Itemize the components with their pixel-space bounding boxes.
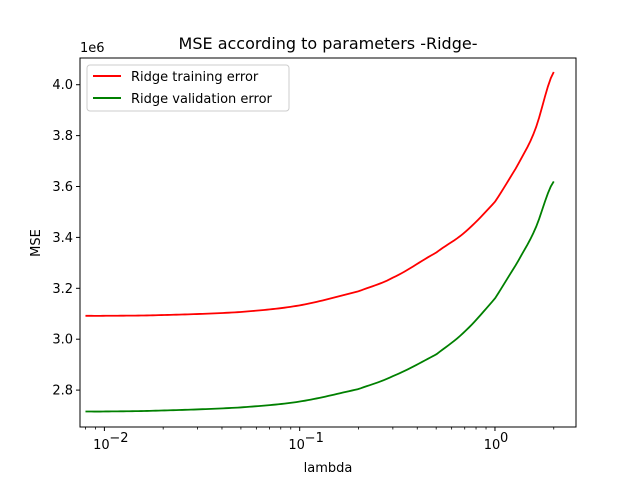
data-point: [240, 311, 242, 313]
x-tick-exponent: 0: [500, 431, 508, 446]
series-line-ridge-validation-error: [85, 180, 555, 413]
data-point: [534, 130, 536, 132]
y-tick-label: 3.0: [52, 333, 73, 348]
y-tick-label: 3.4: [52, 231, 73, 246]
x-tick-label: 10: [93, 438, 110, 453]
x-axis-label: lambda: [304, 461, 353, 476]
series-line-ridge-training-error: [85, 71, 555, 317]
x-tick-exponent: −2: [109, 431, 128, 446]
data-point: [85, 315, 87, 317]
data-point: [464, 331, 466, 333]
data-point: [85, 411, 87, 413]
data-point: [553, 181, 555, 183]
y-tick-label: 3.2: [52, 282, 73, 297]
data-point: [299, 401, 301, 403]
data-point: [516, 165, 518, 167]
plot-frame: [79, 57, 577, 428]
data-point: [553, 71, 555, 73]
y-tick-label: 3.8: [52, 129, 73, 144]
y-axis-ticks: 2.8 3.0 3.2 3.4 3.6 3.8 4.0: [52, 78, 80, 399]
data-point: [358, 291, 360, 293]
y-tick-label: 4.0: [52, 78, 73, 93]
data-point: [494, 201, 496, 203]
data-point: [299, 305, 301, 307]
data-point: [162, 314, 164, 316]
data-point: [435, 252, 437, 254]
legend: Ridge training error Ridge validation er…: [86, 64, 290, 112]
legend-label-ridge-training-error: Ridge training error: [131, 70, 259, 85]
data-point: [464, 232, 466, 234]
data-point: [435, 354, 437, 356]
x-tick-exponent: −1: [305, 431, 324, 446]
data-point: [162, 410, 164, 412]
data-point: [392, 375, 394, 377]
y-offset-label: 1e6: [80, 41, 105, 56]
legend-label-ridge-validation-error: Ridge validation error: [131, 92, 273, 107]
x-axis-ticks: 10 −2 10 −1 10 0: [85, 427, 555, 453]
series-layer: [85, 71, 555, 413]
data-point: [240, 407, 242, 409]
data-point: [104, 411, 106, 413]
data-point: [516, 262, 518, 264]
x-tick-label: 10: [288, 438, 305, 453]
y-tick-label: 2.8: [52, 384, 73, 399]
data-point: [494, 298, 496, 300]
data-point: [104, 315, 106, 317]
data-point: [534, 229, 536, 231]
data-point: [392, 277, 394, 279]
data-point: [358, 388, 360, 390]
legend-box: [86, 64, 290, 112]
x-tick-label: 10: [484, 438, 501, 453]
chart-title: MSE according to parameters -Ridge-: [179, 34, 478, 53]
y-axis-label: MSE: [29, 229, 44, 257]
y-tick-label: 3.6: [52, 180, 73, 195]
